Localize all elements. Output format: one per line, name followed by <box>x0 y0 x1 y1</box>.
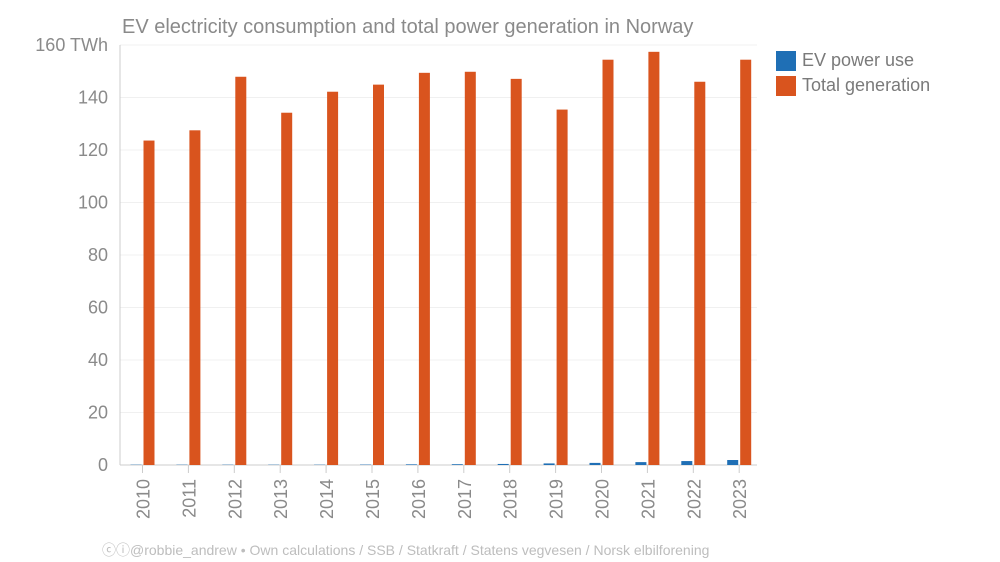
bar-ev-2018 <box>497 463 509 465</box>
bar-total-2013 <box>281 112 293 465</box>
x-tick-label: 2012 <box>225 479 245 519</box>
x-tick-label: 2016 <box>409 479 429 519</box>
y-tick-label: 100 <box>78 193 108 213</box>
bar-ev-2017 <box>451 464 463 465</box>
bar-total-2016 <box>418 72 430 465</box>
bar-ev-2020 <box>589 462 601 465</box>
x-tick-label: 2023 <box>730 479 750 519</box>
y-tick-label: 120 <box>78 140 108 160</box>
x-tick-label: 2011 <box>179 479 199 518</box>
source-text: @robbie_andrew • Own calculations / SSB … <box>130 542 710 558</box>
bar-total-2019 <box>556 109 568 465</box>
bar-total-2020 <box>602 59 614 465</box>
x-tick-label: 2019 <box>547 479 567 519</box>
chart-title: EV electricity consumption and total pow… <box>122 16 694 38</box>
bar-ev-2021 <box>635 462 647 465</box>
bar-ev-2023 <box>727 460 739 465</box>
legend-swatch-total <box>776 75 796 96</box>
bar-ev-2016 <box>405 464 417 465</box>
legend-item-ev: EV power use <box>776 48 930 73</box>
bar-total-2018 <box>510 78 522 466</box>
bar-total-2021 <box>648 51 660 465</box>
x-tick-label: 2021 <box>638 479 658 519</box>
legend-label-total: Total generation <box>802 75 931 95</box>
x-tick-label: 2014 <box>317 479 337 519</box>
bar-total-2022 <box>694 81 706 465</box>
bar-ev-2019 <box>543 463 555 465</box>
bar-total-2011 <box>189 130 201 465</box>
bar-total-2015 <box>373 84 384 465</box>
y-tick-label: 160 TWh <box>35 35 108 55</box>
bar-total-2023 <box>740 59 752 465</box>
bar-total-2010 <box>143 140 155 466</box>
y-tick-label: 0 <box>98 455 108 475</box>
y-tick-label: 80 <box>88 245 108 265</box>
bar-total-2012 <box>235 76 247 465</box>
legend: EV power use Total generation <box>776 48 930 98</box>
x-tick-label: 2022 <box>684 479 704 519</box>
legend-label-ev: EV power use <box>802 50 915 70</box>
x-tick-label: 2020 <box>593 479 613 519</box>
bar-total-2014 <box>327 91 339 465</box>
x-tick-label: 2013 <box>271 479 291 519</box>
y-tick-label: 40 <box>88 350 108 370</box>
y-tick-label: 140 <box>78 88 108 108</box>
bar-total-2017 <box>464 71 476 466</box>
x-tick-label: 2018 <box>501 479 521 519</box>
legend-item-total: Total generation <box>776 73 930 98</box>
y-tick-label: 60 <box>88 298 108 318</box>
x-tick-label: 2015 <box>363 479 383 519</box>
legend-swatch-ev <box>776 50 796 71</box>
x-tick-label: 2010 <box>134 479 154 519</box>
source-credit: ⓒⓘ@robbie_andrew • Own calculations / SS… <box>102 542 710 558</box>
bar-ev-2022 <box>681 461 693 465</box>
x-tick-label: 2017 <box>455 479 475 519</box>
y-tick-label: 20 <box>88 403 108 423</box>
